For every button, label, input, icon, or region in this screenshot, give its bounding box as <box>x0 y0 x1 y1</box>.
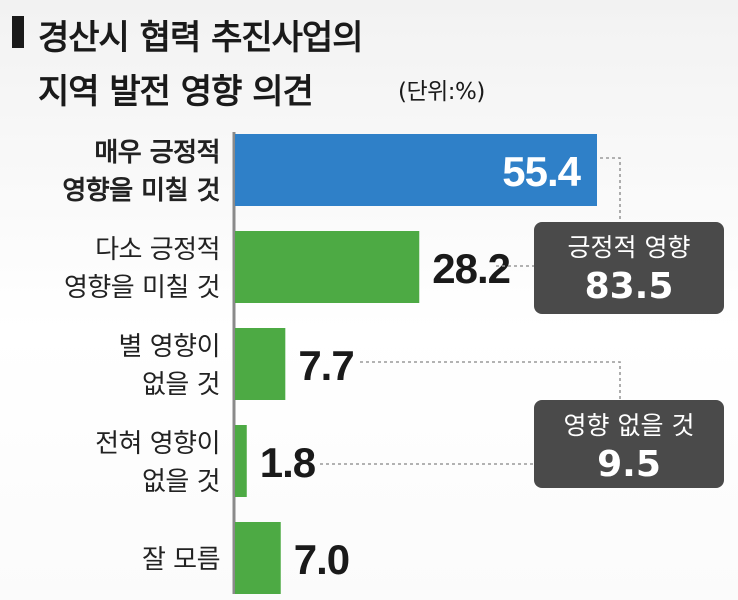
value-label-0: 55.4 <box>502 148 581 195</box>
bar-4 <box>235 522 281 594</box>
unit-label: (단위:%) <box>398 79 485 105</box>
leader-line-0 <box>600 157 621 222</box>
title-line-2: 지역 발전 영향 의견 <box>38 64 314 113</box>
bar-1 <box>235 231 420 303</box>
category-label-1-1: 영향을 미칠 것 <box>64 273 220 303</box>
category-label-0-0: 매우 긍정적 <box>94 138 220 168</box>
title-marker <box>12 16 24 48</box>
bar-2 <box>235 328 286 400</box>
category-label-0-1: 영향을 미칠 것 <box>62 176 220 206</box>
category-label-3-1: 없을 것 <box>142 467 220 497</box>
callout-box-1 <box>534 400 724 488</box>
callout-value-0: 83.5 <box>585 266 674 307</box>
callout-label-1: 영향 없을 것 <box>564 411 695 440</box>
title-line-1: 경산시 협력 추진사업의 <box>38 18 363 58</box>
callout-label-0: 긍정적 영향 <box>568 233 691 262</box>
title-line-2-text: 지역 발전 영향 의견 <box>38 72 314 112</box>
bar-0 <box>235 134 597 206</box>
category-label-2-0: 별 영향이 <box>119 332 220 362</box>
category-label-1-0: 다소 긍정적 <box>95 235 220 265</box>
callout-value-1: 9.5 <box>597 444 661 485</box>
value-label-4: 7.0 <box>294 536 349 583</box>
value-label-1: 28.2 <box>432 245 510 292</box>
bar-3 <box>235 425 247 497</box>
callout-box-0 <box>534 222 724 314</box>
category-label-4-0: 잘 모름 <box>142 545 220 575</box>
value-label-3: 1.8 <box>260 439 316 486</box>
category-label-2-1: 없을 것 <box>142 370 220 400</box>
leader-line-2 <box>360 361 621 400</box>
value-label-2: 7.7 <box>298 342 353 389</box>
category-label-3-0: 전혀 영향이 <box>95 429 220 459</box>
